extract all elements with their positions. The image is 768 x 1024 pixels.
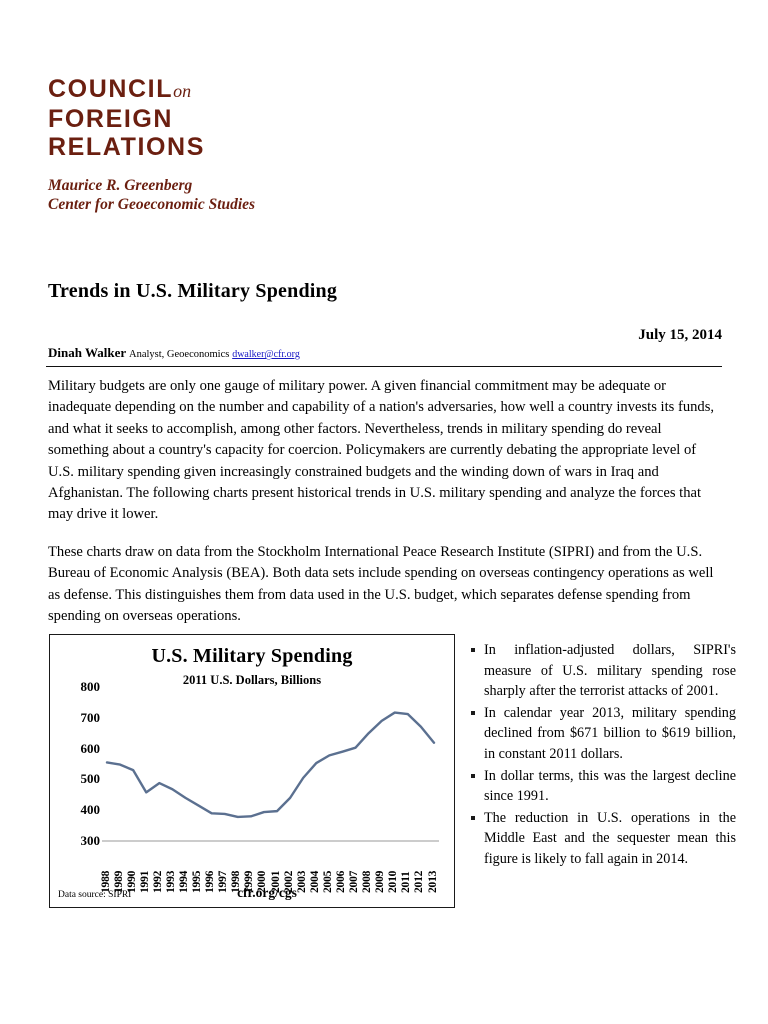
list-item: In dollar terms, this was the largest de… (470, 766, 736, 807)
page-title: Trends in U.S. Military Spending (48, 280, 338, 302)
chart-footer-url: cfr.org/cgs (237, 885, 297, 900)
logo-line-relations: RELATIONS (48, 133, 205, 161)
chart-svg (102, 711, 439, 842)
byline: Dinah Walker Analyst, Geoeconomics dwalk… (48, 345, 300, 361)
y-axis-tick-label: 300 (80, 833, 101, 848)
header-divider (46, 366, 722, 367)
center-name: Maurice R. Greenberg Center for Geoecono… (48, 176, 448, 214)
author-name: Dinah Walker (48, 345, 127, 360)
author-role: Analyst, Geoeconomics (129, 349, 230, 360)
key-points-list: In inflation-adjusted dollars, SIPRI's m… (470, 640, 736, 871)
bullet-square-icon (471, 815, 475, 820)
spending-line-series (105, 711, 436, 819)
list-item-text: In inflation-adjusted dollars, SIPRI's m… (484, 642, 736, 700)
logo-line-council: COUNCILon (48, 76, 448, 104)
list-item-text: In calendar year 2013, military spending… (484, 704, 736, 762)
body-paragraph-2: These charts draw on data from the Stock… (48, 544, 714, 625)
list-item: The reduction in U.S. operations in the … (470, 808, 736, 870)
bullet-square-icon (471, 648, 475, 652)
chart-title: U.S. Military Spending (151, 645, 353, 667)
list-item: In calendar year 2013, military spending… (470, 703, 736, 765)
logo-on-text: on (173, 81, 192, 101)
body-paragraph-1: Military budgets are only one gauge of m… (48, 378, 715, 523)
logo-line-foreign: FOREIGN (48, 105, 174, 133)
logo-council-text: COUNCIL (48, 75, 174, 103)
bullet-square-icon (471, 773, 475, 778)
y-axis-tick-label: 600 (80, 740, 101, 756)
chart-plot-area (102, 687, 439, 842)
chart-source-note: Data source: SIPRI (58, 890, 132, 900)
chart-subtitle: 2011 U.S. Dollars, Billions (182, 673, 322, 687)
cfr-masthead: COUNCILon FOREIGN RELATIONS Maurice R. G… (48, 76, 448, 214)
list-item: In inflation-adjusted dollars, SIPRI's m… (470, 640, 736, 702)
list-item-text: The reduction in U.S. operations in the … (484, 809, 736, 867)
y-axis-tick-label: 500 (80, 771, 101, 787)
y-axis-tick-label: 700 (80, 709, 101, 725)
list-item-text: In dollar terms, this was the largest de… (484, 767, 736, 805)
publication-date: July 15, 2014 (638, 327, 722, 343)
center-name-line1: Maurice R. Greenberg (48, 177, 193, 194)
y-axis-tick-label: 800 (80, 679, 101, 694)
chart-panel: U.S. Military Spending 2011 U.S. Dollars… (49, 634, 455, 908)
chart-y-axis-labels: 800 700 600 500 400 300 (56, 679, 101, 848)
author-email-link[interactable]: dwalker@cfr.org (232, 349, 300, 360)
bullet-square-icon (471, 710, 475, 715)
center-name-line2: Center for Geoeconomic Studies (48, 196, 256, 213)
y-axis-tick-label: 400 (80, 802, 101, 818)
